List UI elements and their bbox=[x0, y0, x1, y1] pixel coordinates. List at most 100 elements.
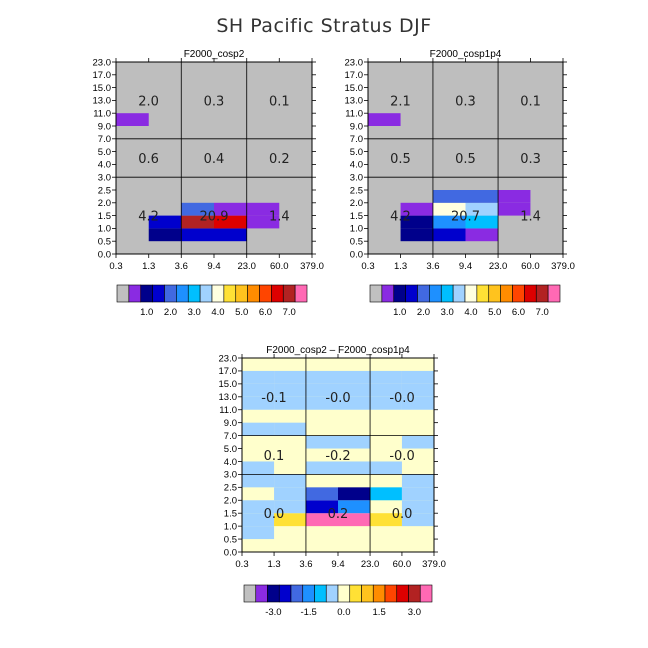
panel-1: F2000_cosp20.00.51.01.52.02.53.04.05.07.… bbox=[93, 49, 324, 318]
x-tick-label: 9.4 bbox=[331, 559, 344, 570]
y-tick-label: 1.0 bbox=[350, 224, 363, 235]
region-value-label: 0.1 bbox=[269, 94, 290, 109]
colorbar-box bbox=[547, 284, 561, 303]
panel-2: F2000_cosp1p40.00.51.01.52.02.53.04.05.0… bbox=[345, 49, 575, 318]
y-tick-label: 13.0 bbox=[219, 392, 238, 403]
x-tick-label: 3.6 bbox=[299, 559, 312, 570]
y-tick-label: 11.0 bbox=[345, 109, 363, 120]
heatmap-cell bbox=[370, 487, 402, 501]
y-tick-label: 15.0 bbox=[345, 83, 364, 94]
y-tick-label: 23.0 bbox=[345, 57, 364, 68]
y-tick-label: 5.0 bbox=[224, 444, 237, 455]
heatmap-cell bbox=[305, 500, 338, 514]
y-tick-label: 17.0 bbox=[345, 70, 364, 81]
region-value-label: 0.4 bbox=[204, 152, 225, 167]
y-tick-label: 23.0 bbox=[219, 353, 238, 364]
y-tick-label: 9.0 bbox=[224, 418, 237, 429]
colorbar-box bbox=[271, 284, 284, 303]
heatmap-cell bbox=[246, 202, 280, 216]
colorbar-box bbox=[349, 584, 362, 603]
colorbar-box bbox=[314, 584, 327, 603]
heatmap-cell bbox=[401, 396, 434, 410]
region-value-label: 0.2 bbox=[328, 507, 349, 522]
heatmap-cell bbox=[401, 487, 434, 501]
colorbar-box bbox=[152, 284, 165, 303]
y-tick-label: 11.0 bbox=[93, 109, 111, 120]
heatmap-cell bbox=[214, 215, 247, 229]
colorbar-box bbox=[325, 584, 339, 603]
x-tick-label: 379.0 bbox=[300, 261, 324, 272]
heatmap-cell bbox=[181, 228, 214, 242]
heatmap-cell bbox=[338, 513, 371, 527]
x-tick-label: 23.0 bbox=[489, 261, 508, 272]
x-tick-label: 1.3 bbox=[267, 559, 280, 570]
y-tick-label: 23.0 bbox=[93, 57, 112, 68]
y-tick-label: 0.0 bbox=[350, 249, 363, 260]
heatmap-cell bbox=[401, 370, 434, 384]
region-value-label: 2.0 bbox=[138, 94, 159, 109]
y-tick-label: 0.0 bbox=[98, 249, 111, 260]
heatmap-cell bbox=[274, 474, 306, 488]
heatmap-cell bbox=[400, 228, 433, 242]
heatmap-cell bbox=[432, 228, 466, 242]
y-tick-label: 0.5 bbox=[224, 534, 237, 545]
heatmap-cell bbox=[368, 113, 401, 126]
region-value-label: 0.5 bbox=[455, 152, 476, 167]
colorbar-label: 1.0 bbox=[140, 307, 153, 318]
y-tick-label: 7.0 bbox=[350, 134, 363, 145]
y-tick-label: 0.0 bbox=[224, 547, 237, 558]
heatmap-cell bbox=[305, 435, 338, 449]
y-tick-label: 2.0 bbox=[224, 496, 237, 507]
y-tick-label: 1.0 bbox=[224, 521, 237, 532]
heatmap-cell bbox=[370, 461, 402, 475]
heatmap-cell bbox=[401, 474, 434, 488]
colorbar-box bbox=[176, 284, 189, 303]
region-value-label: 20.7 bbox=[451, 210, 480, 225]
region-value-label: 4.2 bbox=[390, 210, 411, 225]
colorbar-box bbox=[255, 584, 268, 603]
x-tick-label: 9.4 bbox=[459, 261, 472, 272]
colorbar-label: 0.0 bbox=[337, 607, 350, 618]
heatmap-cell bbox=[214, 202, 247, 216]
x-tick-label: 1.3 bbox=[394, 261, 407, 272]
colorbar-box bbox=[199, 284, 213, 303]
y-tick-label: 2.0 bbox=[350, 198, 363, 209]
y-tick-label: 4.0 bbox=[224, 457, 237, 468]
colorbar-box bbox=[440, 284, 454, 303]
colorbar-label: 3.0 bbox=[188, 307, 201, 318]
heatmap-cell bbox=[148, 228, 182, 242]
region-value-label: 1.4 bbox=[269, 210, 290, 225]
y-tick-label: 1.5 bbox=[98, 211, 111, 222]
colorbar-box bbox=[140, 284, 153, 303]
colorbar-box bbox=[488, 284, 501, 303]
colorbar-box bbox=[535, 284, 549, 303]
colorbar-label: -1.5 bbox=[300, 607, 316, 618]
heatmap-cell bbox=[242, 396, 275, 410]
heatmap-cell bbox=[214, 228, 247, 242]
heatmap-cell bbox=[338, 461, 371, 475]
heatmap-cell bbox=[465, 215, 499, 229]
panel-title: F2000_cosp2 – F2000_cosp1p4 bbox=[266, 345, 410, 356]
x-tick-label: 9.4 bbox=[207, 261, 220, 272]
heatmap-cell bbox=[305, 383, 338, 397]
y-tick-label: 2.5 bbox=[224, 483, 237, 494]
colorbar-label: 6.0 bbox=[259, 307, 272, 318]
heatmap-cell bbox=[338, 500, 371, 514]
y-tick-label: 11.0 bbox=[219, 405, 237, 416]
colorbar-box bbox=[294, 284, 308, 303]
heatmap-cell bbox=[181, 202, 214, 216]
region-value-label: 0.5 bbox=[390, 152, 411, 167]
x-tick-label: 60.0 bbox=[393, 559, 412, 570]
colorbar-label: 1.5 bbox=[373, 607, 386, 618]
colorbar-box bbox=[396, 584, 409, 603]
heatmap-cell bbox=[242, 461, 275, 475]
colorbar-label: 2.0 bbox=[417, 307, 430, 318]
panel-title: F2000_cosp1p4 bbox=[430, 49, 502, 60]
colorbar-box bbox=[512, 284, 525, 303]
heatmap-cell bbox=[274, 383, 306, 397]
heatmap-cell bbox=[242, 383, 275, 397]
x-tick-label: 0.3 bbox=[235, 559, 248, 570]
y-tick-label: 5.0 bbox=[350, 147, 363, 158]
